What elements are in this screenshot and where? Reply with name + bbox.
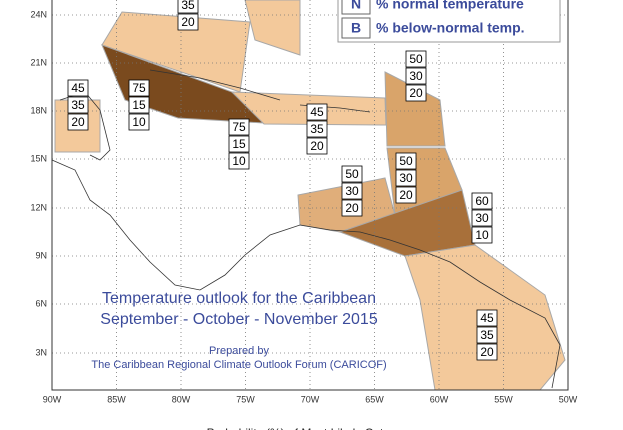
lon-label: 90W <box>43 394 62 404</box>
probability-box <box>395 169 417 187</box>
probability-box <box>228 152 250 170</box>
probability-value: 10 <box>475 228 489 242</box>
lat-label: 9N <box>35 250 47 260</box>
probability-value: 75 <box>132 81 146 95</box>
probability-box <box>471 226 493 244</box>
probability-box <box>128 113 150 131</box>
probability-value: 50 <box>399 154 413 168</box>
legend-key-box <box>341 0 371 15</box>
probability-box <box>177 13 199 31</box>
probability-box <box>128 79 150 97</box>
lat-label: 6N <box>35 298 47 308</box>
lon-label: 60W <box>430 394 449 404</box>
coast-line <box>149 69 281 101</box>
probability-value: 30 <box>345 184 359 198</box>
credit: Prepared by <box>209 345 269 357</box>
probability-box <box>405 50 427 68</box>
probability-value: 35 <box>310 122 324 136</box>
probability-value: 35 <box>71 98 85 112</box>
region-shade <box>244 0 301 56</box>
probability-box <box>405 84 427 102</box>
map-frame <box>51 0 569 391</box>
probability-value: 50 <box>409 52 423 66</box>
footer: Probability (%) of Most Likely Category <box>207 426 414 430</box>
probability-value: 60 <box>475 194 489 208</box>
lat-label: 12N <box>30 202 47 212</box>
probability-box <box>67 113 89 131</box>
lat-label: 18N <box>30 105 47 115</box>
legend-label: % below-normal temp. <box>376 20 525 36</box>
probability-value: 20 <box>310 139 324 153</box>
probability-box <box>395 186 417 204</box>
legend-label: % normal temperature <box>376 0 524 12</box>
probability-box <box>128 96 150 114</box>
probability-value: 15 <box>132 98 146 112</box>
map-title: September - October - November 2015 <box>100 311 378 328</box>
probability-box <box>67 79 89 97</box>
lon-label: 85W <box>107 394 126 404</box>
lat-label: 3N <box>35 347 47 357</box>
probability-value: 45 <box>71 81 85 95</box>
lon-label: 70W <box>301 394 320 404</box>
probability-box <box>67 96 89 114</box>
probability-value: 20 <box>71 115 85 129</box>
probability-value: 10 <box>232 154 246 168</box>
probability-value: 45 <box>480 311 494 325</box>
probability-value: 20 <box>181 15 195 29</box>
lat-label: 24N <box>30 9 47 19</box>
probability-box <box>306 137 328 155</box>
probability-value: 20 <box>399 188 413 202</box>
probability-box <box>341 199 363 217</box>
probability-box <box>405 67 427 85</box>
legend-key-box <box>341 17 371 39</box>
probability-box <box>471 209 493 227</box>
lat-label: 21N <box>30 57 47 67</box>
probability-box <box>228 135 250 153</box>
probability-value: 30 <box>475 211 489 225</box>
lon-label: 50W <box>559 394 578 404</box>
lon-label: 75W <box>236 394 255 404</box>
probability-box <box>476 343 498 361</box>
probability-box <box>471 192 493 210</box>
probability-value: 15 <box>232 137 246 151</box>
probability-box <box>476 309 498 327</box>
lon-label: 80W <box>172 394 191 404</box>
legend-key: N <box>351 0 361 12</box>
probability-value: 75 <box>232 120 246 134</box>
probability-box <box>306 120 328 138</box>
probability-box <box>228 118 250 136</box>
probability-value: 45 <box>310 105 324 119</box>
probability-box <box>341 182 363 200</box>
credit: The Caribbean Regional Climate Outlook F… <box>91 359 386 371</box>
probability-value: 35 <box>480 328 494 342</box>
probability-value: 30 <box>399 171 413 185</box>
lat-label: 15N <box>30 153 47 163</box>
probability-box <box>341 165 363 183</box>
probability-value: 10 <box>132 115 146 129</box>
probability-value: 50 <box>345 167 359 181</box>
probability-box <box>476 326 498 344</box>
lon-label: 55W <box>494 394 513 404</box>
legend-box <box>337 0 561 43</box>
legend-key: B <box>351 20 361 36</box>
probability-value: 20 <box>480 345 494 359</box>
probability-box <box>177 0 199 14</box>
lon-label: 65W <box>365 394 384 404</box>
probability-value: 20 <box>345 201 359 215</box>
coast-line <box>51 159 561 389</box>
probability-value: 20 <box>409 86 423 100</box>
probability-box <box>306 103 328 121</box>
probability-value: 35 <box>181 0 195 12</box>
map-title: Temperature outlook for the Caribbean <box>102 290 376 307</box>
probability-value: 30 <box>409 69 423 83</box>
probability-box <box>395 152 417 170</box>
